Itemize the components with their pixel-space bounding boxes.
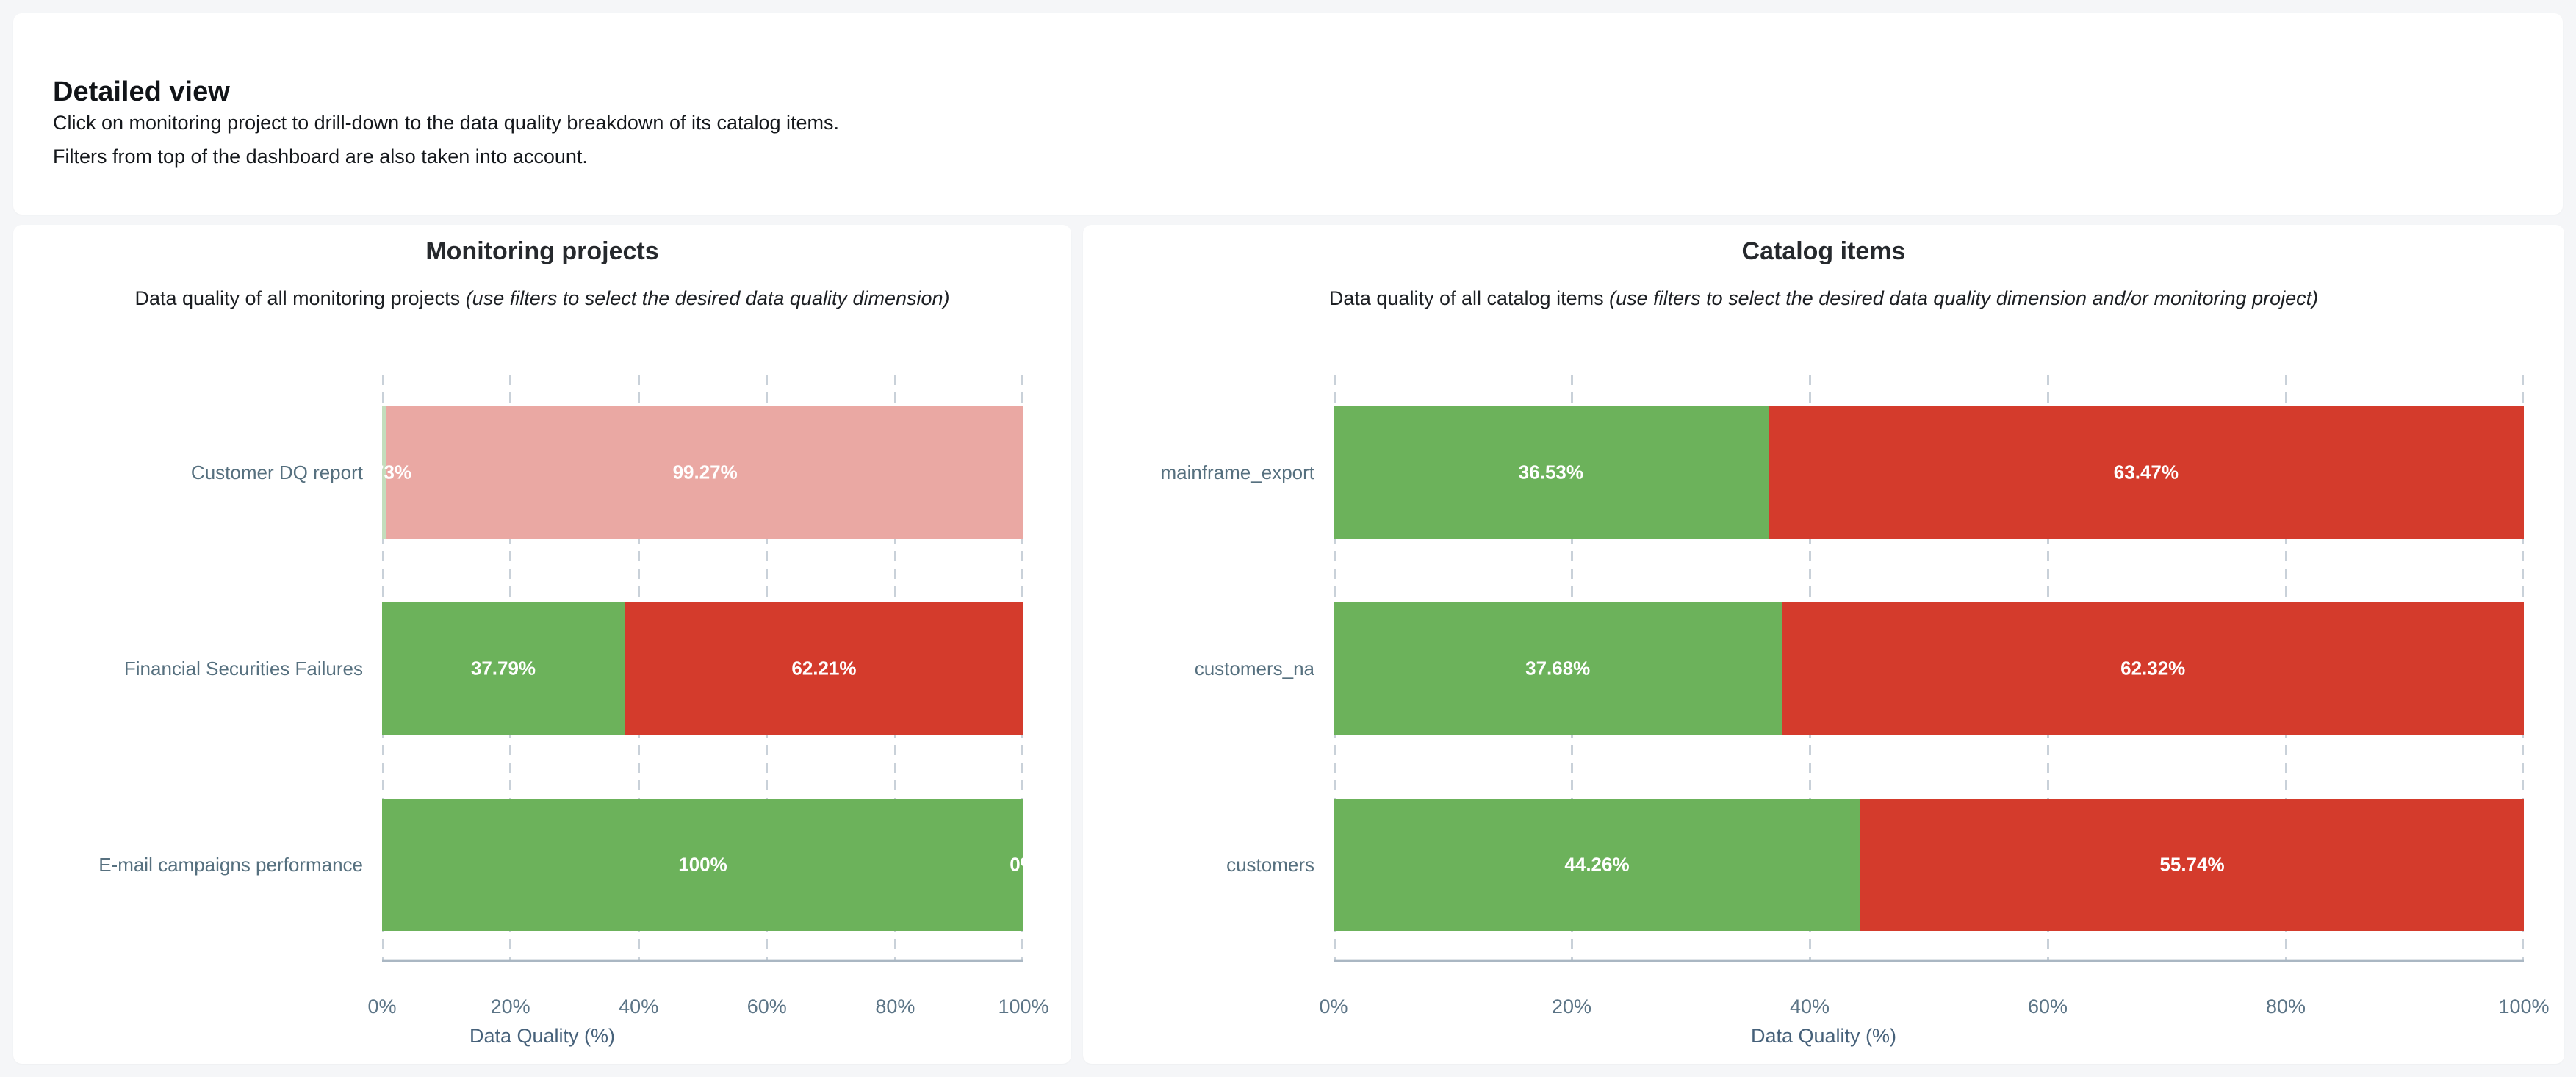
header-description-line1: Click on monitoring project to drill-dow… <box>53 112 840 134</box>
bar-value-label-green: 100% <box>678 853 727 876</box>
bar-row: 44.26% 55.74% <box>1334 798 2524 931</box>
bar-row: 0.73% 99.27% <box>382 406 1023 539</box>
chart-title: Catalog items <box>1741 237 1906 265</box>
bar-segment-red[interactable] <box>386 406 1023 539</box>
x-tick-label: 60% <box>2027 995 2068 1017</box>
category-label: Financial Securities Failures <box>123 658 363 680</box>
plot-area: 0.73% 99.27% 37.79% 62.21% 100% 0% <box>382 375 1023 962</box>
category-label: customers <box>1226 853 1314 876</box>
x-tick-label: 100% <box>2498 995 2550 1017</box>
bar-segment-green[interactable] <box>382 406 387 539</box>
monitoring-projects-card: Monitoring projects Data quality of all … <box>13 225 1071 1064</box>
chart-subtitle-italic: (use filters to select the desired data … <box>465 287 950 309</box>
monitoring-projects-chart: 0.73% 99.27% 37.79% 62.21% 100% 0% Customer DQ… <box>13 225 1071 1064</box>
chart-subtitle: Data quality of all catalog items (use f… <box>1083 285 2564 311</box>
x-tick-label: 20% <box>1551 995 1592 1017</box>
chart-subtitle-plain: Data quality of all monitoring projects <box>134 287 461 309</box>
category-label: mainframe_export <box>1160 461 1314 484</box>
bar-row: 37.79% 62.21% <box>382 602 1023 735</box>
page-title: Detailed view <box>53 76 230 108</box>
bar-value-label-red: 0% <box>1010 853 1023 876</box>
bar-value-label-green: 0.73% <box>382 461 412 483</box>
x-tick-label: 40% <box>1789 995 1830 1017</box>
catalog-items-chart: 36.53% 63.47% 37.68% 62.32% 44.26% 55.74% main… <box>1083 225 2564 1064</box>
bar-value-label-red: 99.27% <box>672 461 738 483</box>
x-tick-label: 0% <box>1319 995 1348 1017</box>
bar-value-label-green: 37.68% <box>1525 657 1591 680</box>
bar-segment-green[interactable] <box>1334 406 1769 539</box>
plot-area: 36.53% 63.47% 37.68% 62.32% 44.26% 55.74% <box>1334 375 2524 962</box>
bar-segment-green[interactable] <box>382 798 1023 931</box>
bar-segment-red[interactable] <box>1768 406 2524 539</box>
bar-value-label-red: 55.74% <box>2159 853 2225 876</box>
bar-row: 37.68% 62.32% <box>1334 602 2524 735</box>
x-tick-label: 60% <box>746 995 787 1017</box>
x-axis-title: Data Quality (%) <box>1750 1025 1897 1047</box>
x-tick-label: 80% <box>875 995 915 1017</box>
chart-subtitle-italic: (use filters to select the desired data … <box>1609 287 2319 309</box>
bar-value-label-green: 44.26% <box>1564 853 1630 876</box>
bar-segment-red[interactable] <box>624 602 1023 735</box>
catalog-items-card: Catalog items Data quality of all catalo… <box>1083 225 2564 1064</box>
x-tick-label: 80% <box>2265 995 2306 1017</box>
bar-value-label-green: 37.79% <box>470 657 536 680</box>
bar-row: 100% 0% <box>382 798 1023 931</box>
bar-row: 36.53% 63.47% <box>1334 406 2524 539</box>
category-label: E-mail campaigns performance <box>98 853 363 876</box>
category-label: Customer DQ report <box>190 461 363 484</box>
chart-title: Monitoring projects <box>425 237 659 265</box>
bar-segment-green[interactable] <box>382 602 625 735</box>
x-tick-label: 20% <box>490 995 530 1017</box>
header-description-line2: Filters from top of the dashboard are al… <box>53 145 588 168</box>
bar-segment-red[interactable] <box>1860 798 2524 931</box>
x-tick-label: 0% <box>367 995 397 1017</box>
chart-subtitle: Data quality of all monitoring projects … <box>13 285 1071 311</box>
x-axis-title: Data Quality (%) <box>469 1025 616 1047</box>
x-tick-label: 40% <box>619 995 659 1017</box>
bar-segment-green[interactable] <box>1334 798 1860 931</box>
bar-value-label-red: 62.32% <box>2120 657 2186 680</box>
x-axis-line <box>382 960 1023 962</box>
bar-segment-green[interactable] <box>1334 602 1782 735</box>
detailed-view-header-card: Detailed view Click on monitoring projec… <box>13 13 2563 215</box>
bar-value-label-red: 62.21% <box>791 657 857 680</box>
bar-segment-red[interactable] <box>1782 602 2524 735</box>
category-label: customers_na <box>1194 658 1314 680</box>
bar-value-label-green: 36.53% <box>1518 461 1583 483</box>
bar-value-label-red: 63.47% <box>2113 461 2179 483</box>
x-tick-label: 100% <box>998 995 1049 1017</box>
x-axis-line <box>1334 960 2524 962</box>
chart-subtitle-plain: Data quality of all catalog items <box>1328 287 1604 309</box>
